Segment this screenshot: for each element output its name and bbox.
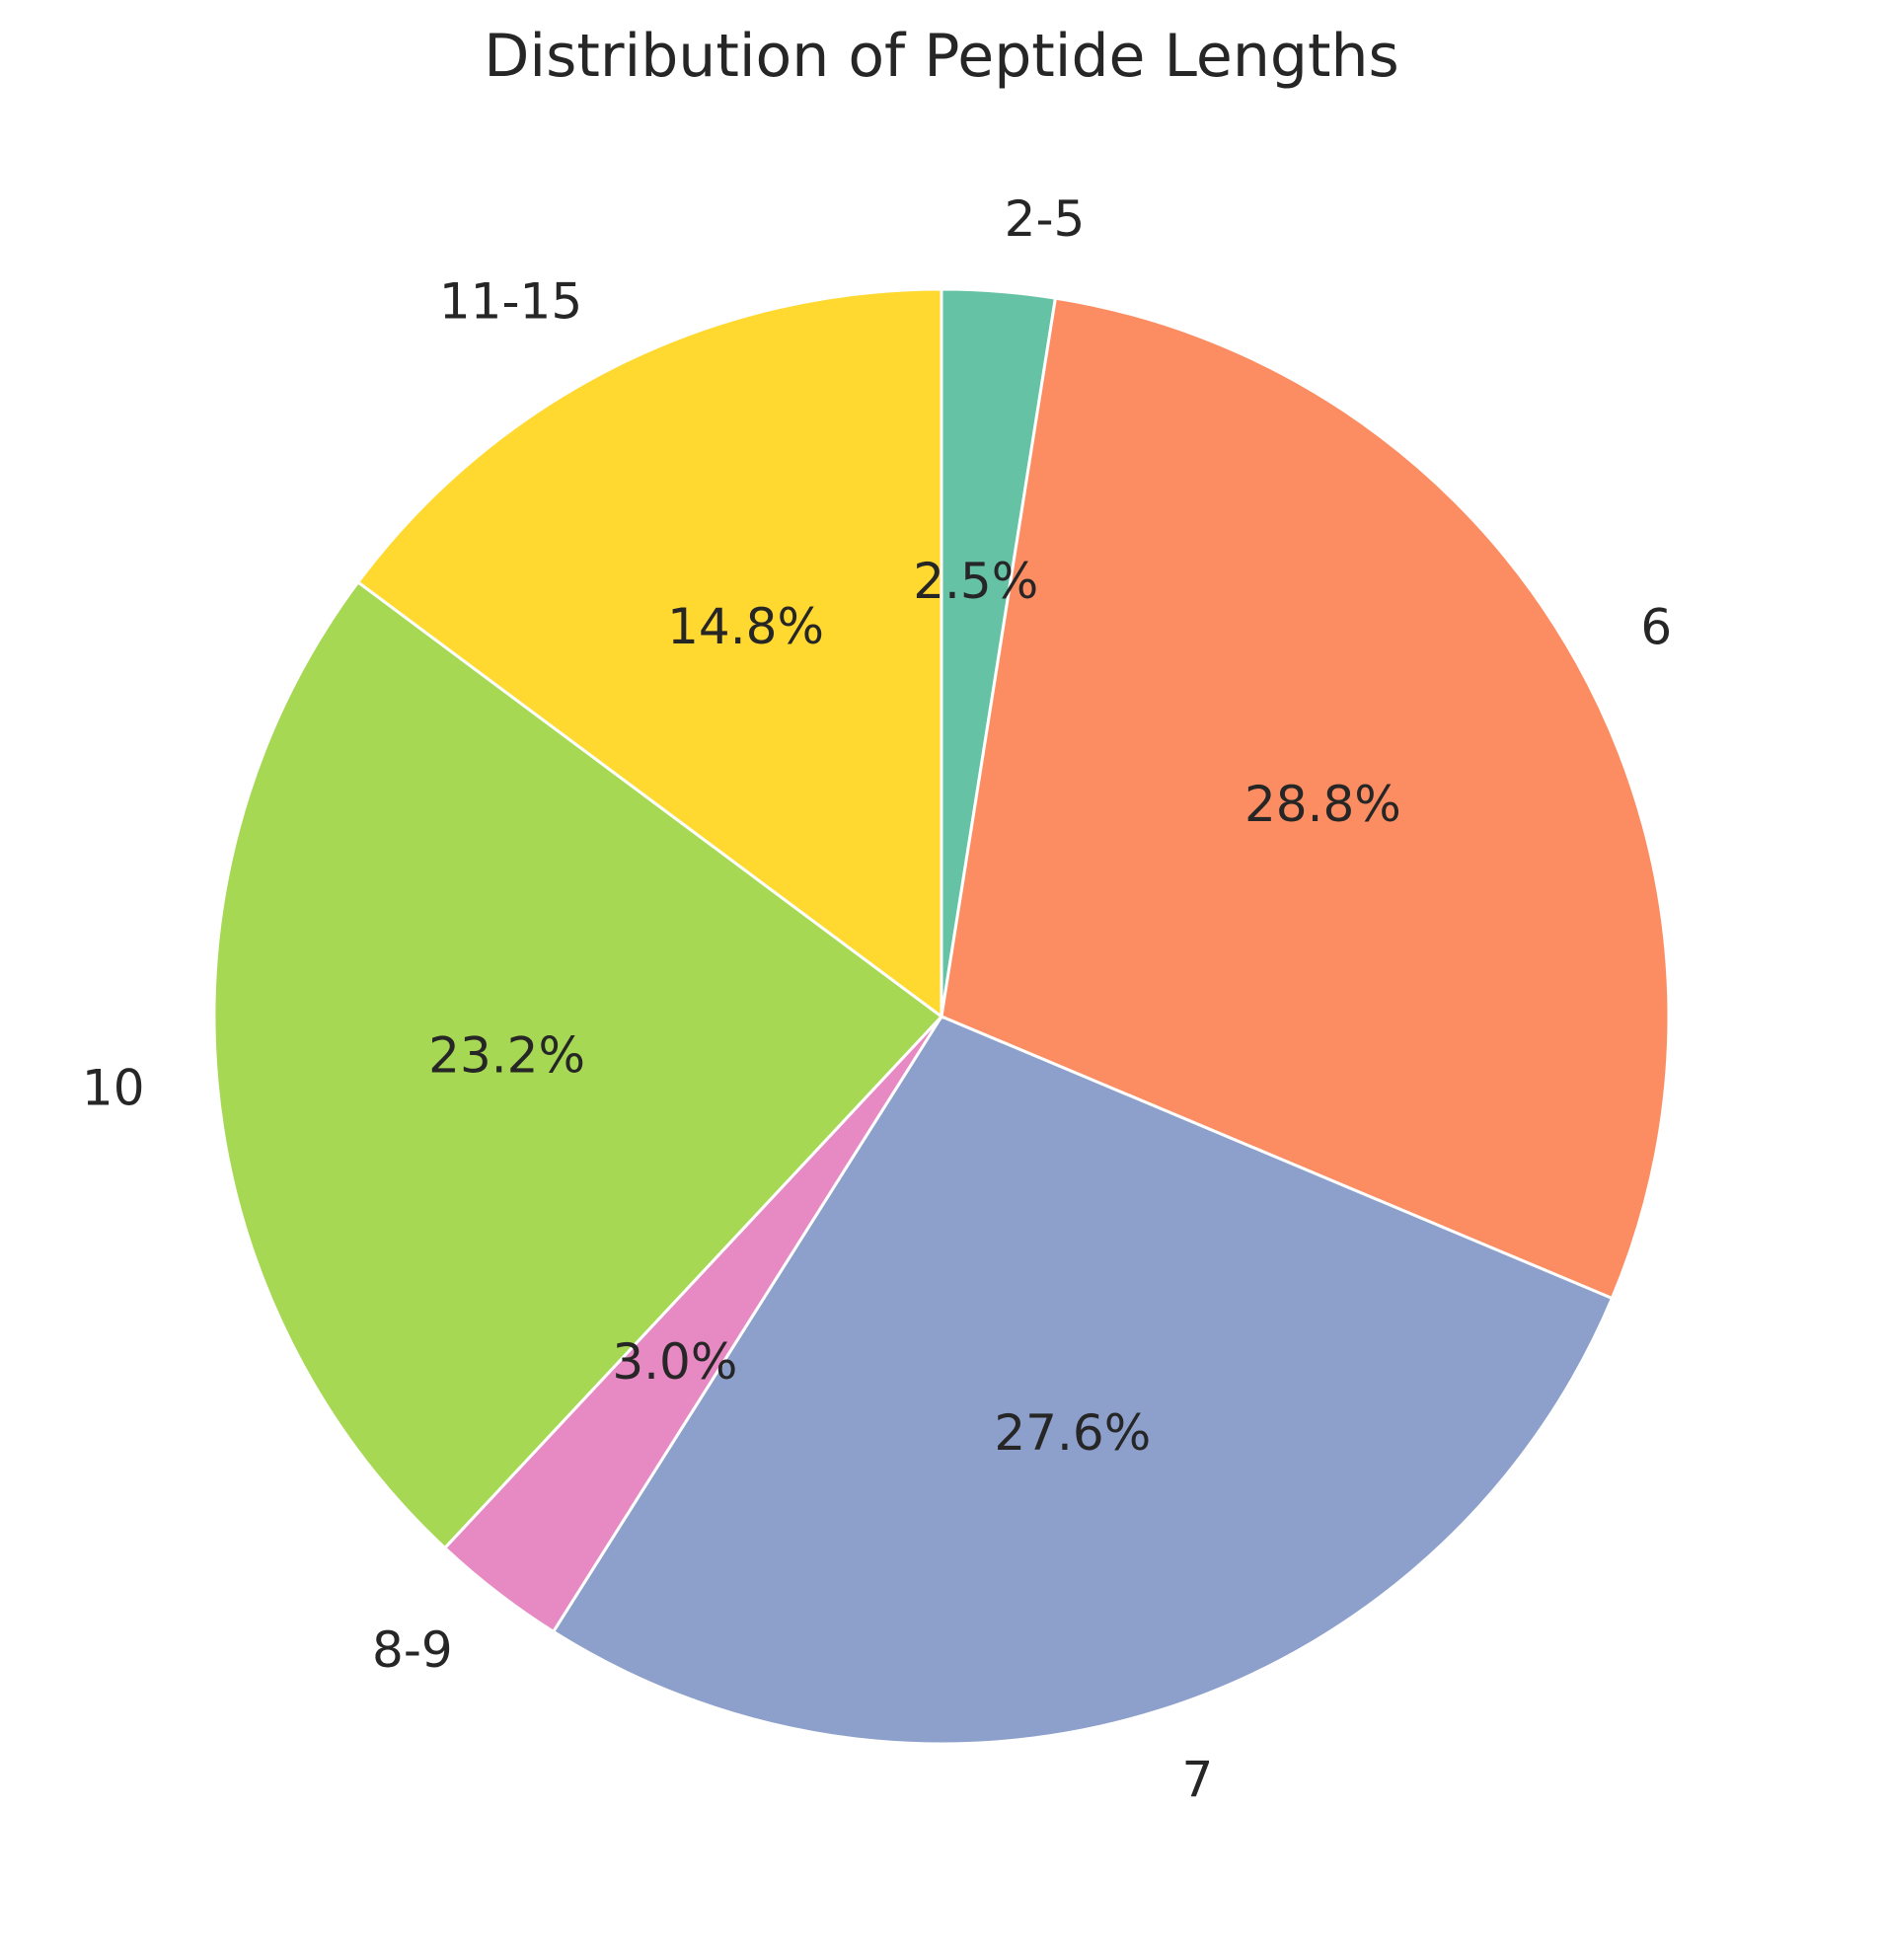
pie-labels: 2-5 2.5% 6 28.8% 7 27.6% 8-9 3.0% 10 23.2% 11-15 14… — [82, 190, 1672, 1808]
slice-percent-8-9: 3.0% — [612, 1333, 737, 1391]
slice-percent-10: 23.2% — [428, 1027, 585, 1085]
pie-slice-10 — [212, 579, 944, 1550]
slice-label-11-15: 11-15 — [439, 273, 582, 331]
slice-percent-2-5: 2.5% — [913, 553, 1038, 610]
slice-label-8-9: 8-9 — [372, 1621, 453, 1679]
chart-title: Distribution of Peptide Lengths — [484, 22, 1399, 91]
slice-label-10: 10 — [82, 1060, 145, 1117]
pie-slice-6 — [940, 296, 1671, 1301]
slice-label-2-5: 2-5 — [1005, 190, 1086, 248]
slice-percent-6: 28.8% — [1244, 776, 1401, 833]
slice-percent-7: 27.6% — [994, 1404, 1151, 1462]
pie-slice-7 — [551, 1015, 1615, 1746]
slice-label-6: 6 — [1640, 599, 1672, 656]
slice-percent-11-15: 14.8% — [667, 598, 824, 655]
slice-label-7: 7 — [1181, 1751, 1213, 1808]
pie-slice-11-15 — [355, 287, 943, 1019]
pie-slices — [212, 287, 1671, 1746]
